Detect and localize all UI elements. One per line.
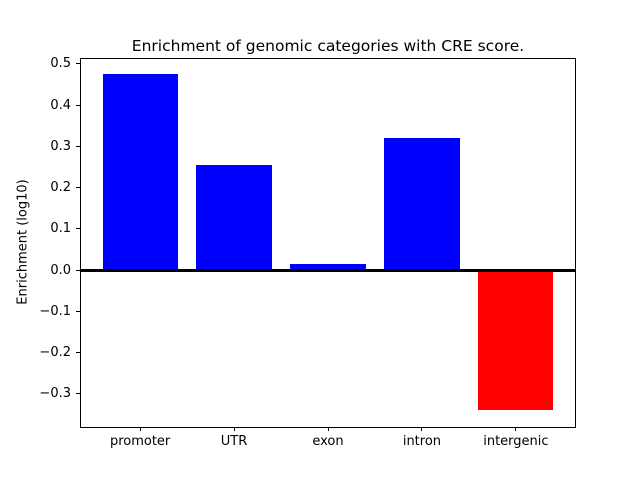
y-tick-mark: [76, 145, 80, 147]
y-tick-mark: [76, 352, 80, 354]
y-tick-mark: [76, 228, 80, 230]
x-tick-label-exon: exon: [312, 434, 344, 450]
bar-exon: [290, 264, 366, 271]
y-tick-mark: [76, 310, 80, 312]
x-tick-mark: [233, 427, 235, 432]
y-tick-label: −0.1: [39, 303, 71, 319]
y-tick-label: 0.2: [50, 180, 71, 196]
y-tick-mark: [76, 104, 80, 106]
zero-baseline: [80, 268, 576, 272]
chart-title: Enrichment of genomic categories with CR…: [131, 37, 525, 55]
bar-intergenic: [478, 270, 554, 411]
x-tick-mark: [421, 427, 423, 432]
y-axis-label: Enrichment (log10): [15, 179, 31, 305]
x-tick-label-UTR: UTR: [220, 434, 248, 450]
bar-promoter: [102, 74, 178, 271]
y-tick-label: −0.2: [39, 345, 71, 361]
y-tick-mark: [76, 63, 80, 65]
y-tick-label: −0.3: [39, 386, 71, 402]
x-tick-mark: [327, 427, 329, 432]
x-tick-label-promoter: promoter: [109, 434, 171, 450]
y-tick-mark: [76, 187, 80, 189]
y-tick-label: 0.3: [50, 138, 71, 154]
x-tick-mark: [139, 427, 141, 432]
y-tick-mark: [76, 393, 80, 395]
y-tick-label: 0.0: [50, 262, 71, 278]
y-tick-label: 0.1: [50, 221, 71, 237]
x-tick-label-intergenic: intergenic: [483, 434, 549, 450]
x-tick-mark: [515, 427, 517, 432]
bar-intron: [384, 138, 460, 271]
bar-UTR: [196, 164, 272, 271]
x-tick-label-intron: intron: [402, 434, 442, 450]
y-tick-label: 0.4: [50, 97, 71, 113]
y-tick-label: 0.5: [50, 56, 71, 72]
y-tick-mark: [76, 269, 80, 271]
